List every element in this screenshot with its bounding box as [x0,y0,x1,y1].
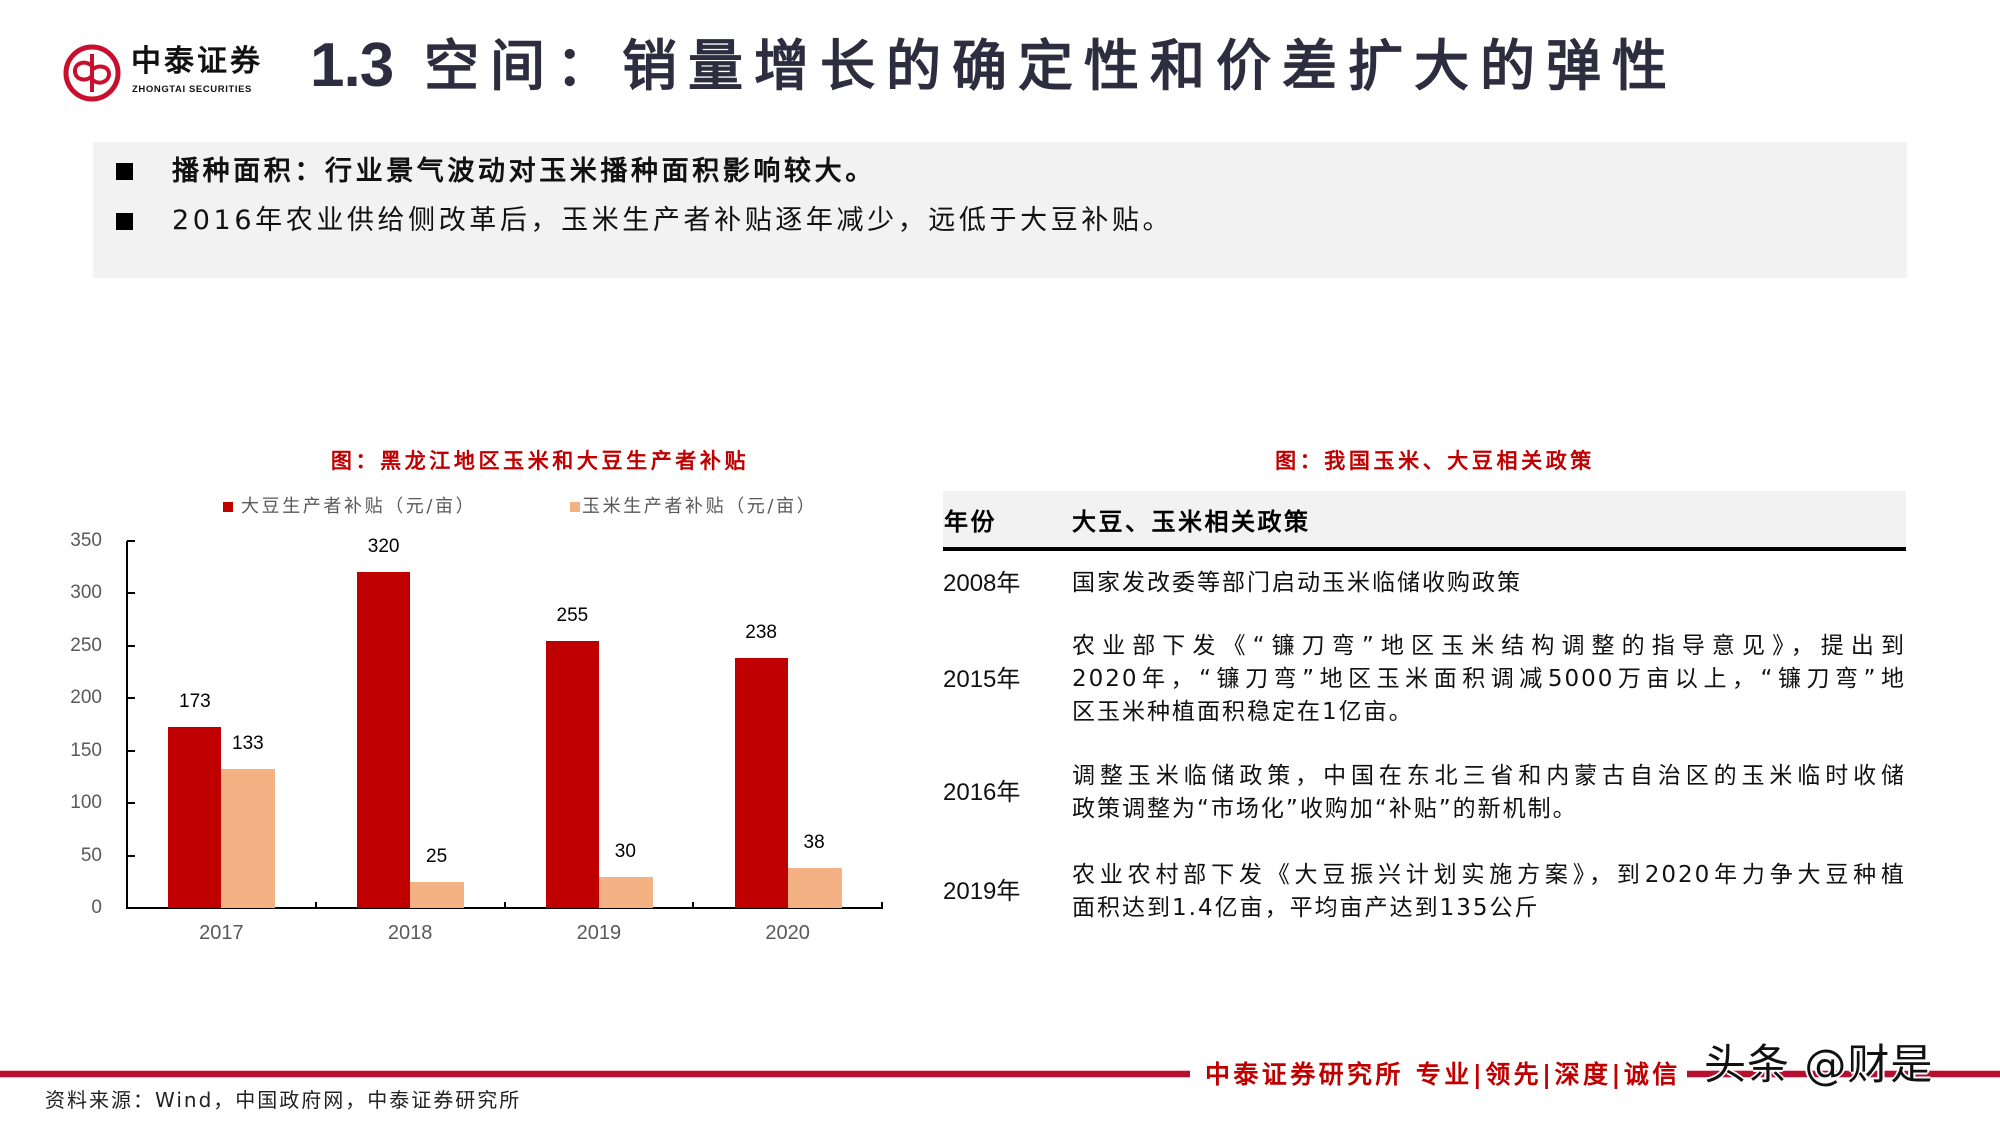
data-label: 238 [745,622,777,644]
table-row-policy: 农业农村部下发《大豆振兴计划实施方案》，到2020年力争大豆种植 面积达到1.4… [1072,859,1906,925]
bar-corn [410,881,465,908]
data-label: 320 [367,536,400,558]
data-label: 25 [426,845,448,867]
data-label: 30 [614,840,636,862]
table-row-year: 2015年 [943,666,1021,693]
policy-text-line: 政策调整为“市场化”收购加“补贴”的新机制。 [1072,796,1578,822]
table-row-policy: 调整玉米临储政策，中国在东北三省和内蒙古自治区的玉米临时收储 政策调整为“市场化… [1072,760,1906,826]
legend-label-corn: 玉米生产者补贴（元/亩） [582,496,818,517]
bar-soybean [734,658,788,908]
x-tick-mark [314,902,317,909]
logo-name-cn: 中泰证券 [131,44,263,79]
y-tick-mark [127,540,135,542]
x-tick-label: 2018 [387,922,433,944]
policy-text-line: 调整玉米临储政策，中国在东北三省和内蒙古自治区的玉米临时收储 [1072,763,1906,789]
y-tick-label: 100 [70,792,102,814]
page-title: 空间：销量增长的确定性和价差扩大的弹性 [424,34,1679,98]
bar-corn [598,876,653,908]
chart-title: 图：黑龙江地区玉米和大豆生产者补贴 [330,449,750,473]
policy-text-line: 面积达到1.4亿亩，平均亩产达到135公斤 [1072,895,1540,921]
y-tick-label: 300 [70,582,102,604]
source-note: 资料来源：Wind，中国政府网，中泰证券研究所 [45,1088,522,1112]
column-header-year: 年份 [944,508,997,536]
y-tick-mark [127,854,135,857]
policy-text-line: 2020年，“镰刀弯”地区玉米面积调减5000万亩以上，“镰刀弯”地 [1072,666,1906,692]
footer-divider [0,1071,2000,1077]
policy-text-line: 农业农村部下发《大豆振兴计划实施方案》，到2020年力争大豆种植 [1072,862,1906,888]
y-axis-line [126,541,128,909]
table-row-policy: 国家发改委等部门启动玉米临储收购政策 [1072,567,1906,600]
bar-corn [221,768,276,908]
bar-soybean [545,640,599,908]
data-label: 133 [232,732,264,754]
y-tick-mark [127,802,135,805]
y-tick-label: 50 [80,844,102,866]
x-tick-mark [692,902,695,909]
summary-bullet-1: 播种面积：行业景气波动对玉米播种面积影响较大。 [172,156,876,187]
legend-swatch-soybean [223,502,233,512]
policy-text-line: 国家发改委等部门启动玉米临储收购政策 [1072,570,1522,596]
summary-bullet-2: 2016年农业供给侧改革后，玉米生产者补贴逐年减少，远低于大豆补贴。 [172,205,1174,236]
x-tick-label: 2020 [765,922,810,944]
y-tick-label: 350 [70,530,102,551]
x-tick-label: 2017 [199,922,244,944]
watermark: 头条 @财是 [1704,1040,1934,1089]
column-header-policy: 大豆、玉米相关政策 [1072,508,1311,536]
bar-corn [787,868,842,908]
x-tick-mark [881,902,883,909]
y-tick-mark [127,644,135,647]
table-row-year: 2008年 [943,570,1021,597]
y-tick-mark [127,592,135,595]
logo-name-en: ZHONGTAI SECURITIES [132,84,252,95]
summary-panel [93,142,1907,278]
table-header-row [943,491,1906,551]
data-label: 38 [803,832,825,854]
table-title: 图：我国玉米、大豆相关政策 [1275,449,1595,473]
x-tick-label: 2019 [576,922,622,944]
x-tick-mark [503,902,506,909]
table-row-policy: 农业部下发《“镰刀弯”地区玉米结构调整的指导意见》，提出到 2020年，“镰刀弯… [1072,630,1906,729]
y-tick-label: 250 [70,634,102,656]
legend-swatch-corn [570,502,580,512]
data-label: 173 [179,690,211,712]
section-number: 1.3 [310,31,394,100]
bullet-square-icon [116,163,133,180]
y-tick-mark [127,697,135,700]
policy-text-line: 农业部下发《“镰刀弯”地区玉米结构调整的指导意见》，提出到 [1072,633,1906,659]
y-tick-label: 0 [91,897,102,918]
y-tick-label: 150 [70,739,102,761]
data-label: 255 [556,604,589,626]
footer-slogan: 中泰证券研究所 专业|领先|深度|诚信 [1190,1057,1687,1093]
legend-label-soybean: 大豆生产者补贴（元/亩） [241,496,477,517]
table-row-year: 2019年 [943,878,1021,905]
y-tick-mark [127,907,135,909]
policy-text-line: 区玉米种植面积稳定在1亿亩。 [1072,699,1414,725]
bar-soybean [168,726,222,908]
table-row-year: 2016年 [943,779,1021,806]
y-tick-label: 200 [70,687,102,709]
bullet-square-icon [116,213,133,230]
bar-soybean [357,572,411,908]
y-tick-mark [127,749,135,752]
zhongtai-logo-icon [63,44,121,102]
